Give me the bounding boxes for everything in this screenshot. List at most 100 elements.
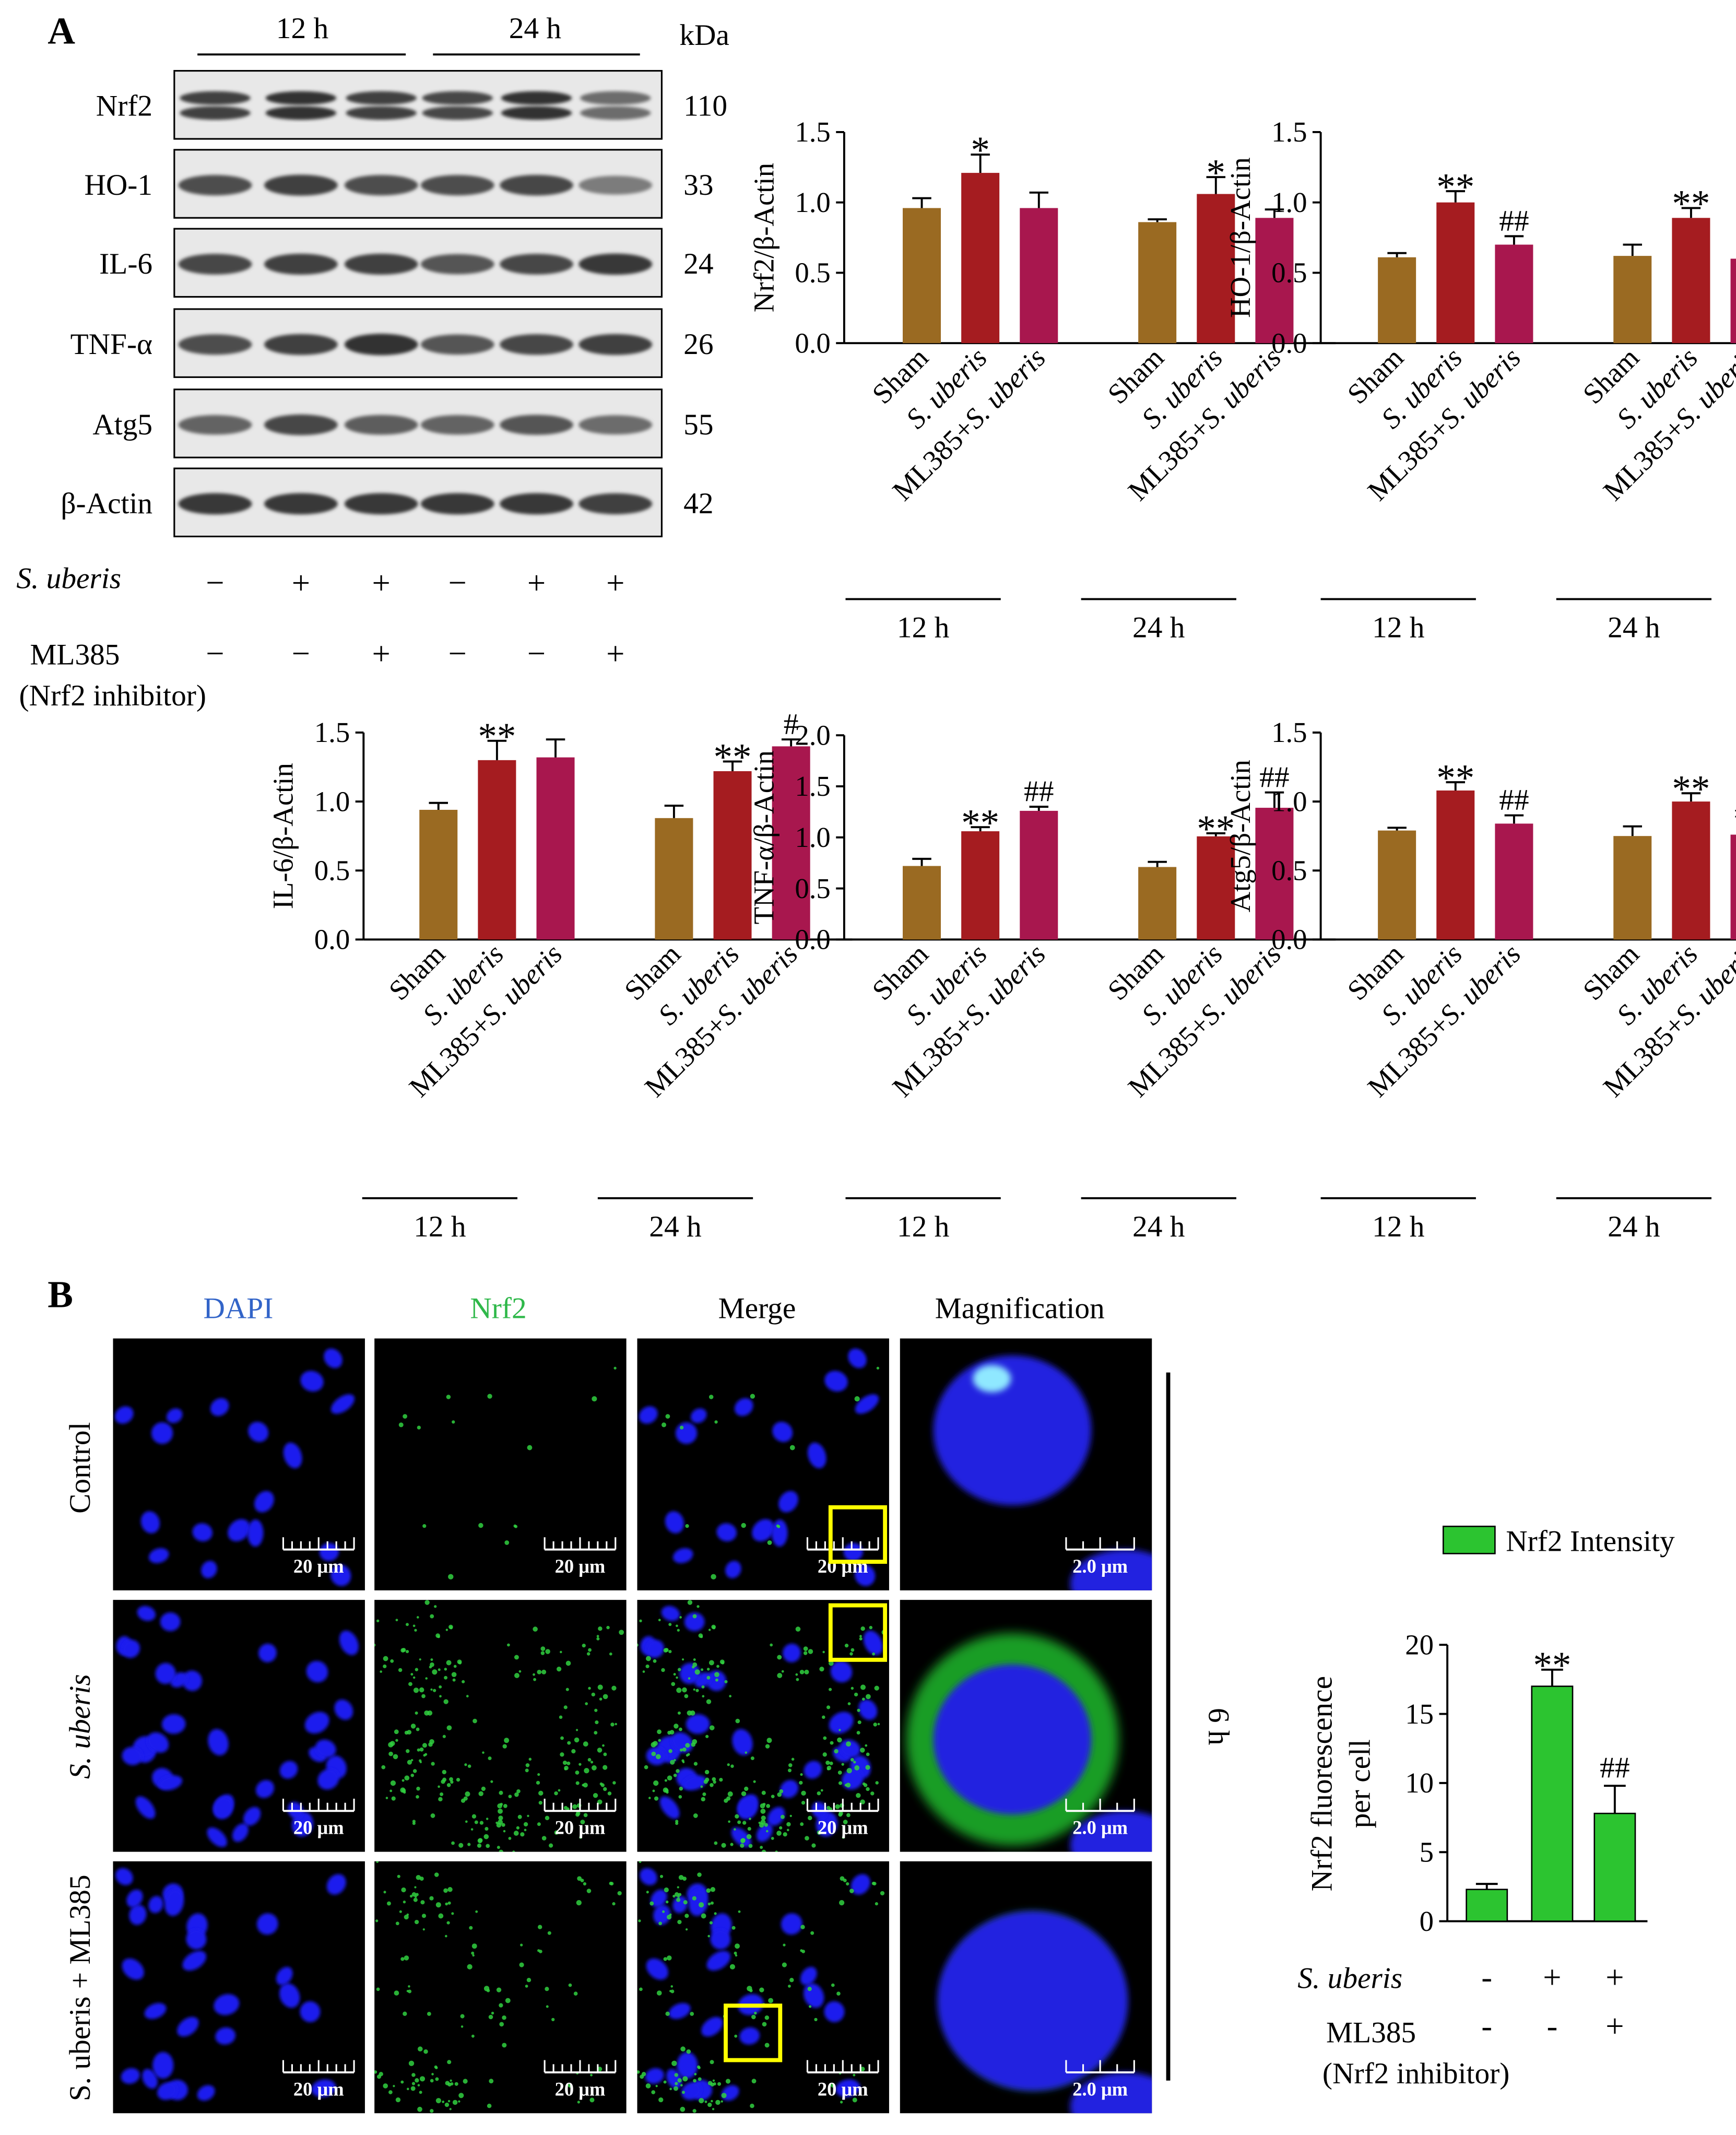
nrf2-speck (745, 1751, 748, 1754)
significance-mark: # (784, 708, 799, 741)
y-tick-label: 15 (1405, 1698, 1434, 1730)
nrf2-speck (586, 1889, 592, 1893)
nrf2-speck (655, 1754, 661, 1760)
nucleus (800, 1966, 817, 1986)
nrf2-speck (446, 1725, 452, 1730)
nrf2-speck (445, 1629, 448, 1631)
nrf2-speck (449, 2108, 452, 2110)
nucleus (780, 1780, 799, 1798)
blot-band-label: IL-6 (99, 247, 152, 280)
nrf2-speck (452, 1678, 456, 1682)
nrf2-speck (791, 1757, 795, 1761)
nrf2-speck (730, 1764, 734, 1768)
nrf2-speck (408, 1989, 412, 1994)
blot-row2-label-a: ML385 (30, 639, 120, 671)
bar (1495, 244, 1533, 344)
nucleus (725, 1561, 741, 1578)
nrf2-speck (400, 1787, 406, 1793)
nrf2-speck (801, 1950, 806, 1953)
nrf2-speck (642, 1670, 645, 1673)
nrf2-speck (442, 2101, 445, 2103)
nrf2-speck (393, 1754, 398, 1760)
blot-band (178, 254, 252, 275)
micro-row-control: Control (64, 1422, 97, 1514)
scale-bar-label: 20 μm (293, 1555, 344, 1577)
nrf2-speck (744, 1786, 749, 1791)
blot-band (178, 334, 252, 355)
nrf2-speck (415, 1668, 419, 1671)
nrf2-speck (664, 1648, 669, 1653)
nrf2-speck (578, 1763, 582, 1766)
nrf2-speck (571, 1749, 576, 1754)
nrf2-speck (470, 1828, 474, 1831)
microscopy-grid: DAPI Nrf2 Merge Magnification Control S.… (64, 1292, 1235, 2118)
y-tick-label: 0.5 (795, 872, 830, 904)
nrf2-speck (753, 1780, 756, 1783)
blot-band-label: Nrf2 (96, 90, 152, 123)
nrf2-speck (383, 1656, 388, 1661)
nrf2-speck (540, 1646, 546, 1652)
nrf2-speck (546, 2005, 549, 2008)
nrf2-speck (708, 1629, 711, 1631)
y-tick-label: 0.5 (1271, 854, 1307, 886)
nrf2-speck (741, 1791, 747, 1797)
blot-kda-value: 110 (683, 90, 727, 123)
nrf2-speck (673, 2086, 678, 2091)
y-tick-label: 1.0 (1271, 785, 1307, 817)
nrf2-speck (419, 2091, 422, 2094)
blot-sign: − (527, 635, 546, 672)
y-tick-label: 1.5 (795, 116, 830, 148)
nucleus (1070, 1811, 1152, 1852)
nrf2-speck (423, 1754, 426, 1757)
nrf2-speck (706, 1668, 710, 1671)
scale-bar-label: 20 μm (555, 1555, 606, 1577)
nrf2-speck (805, 1836, 809, 1841)
nrf2-speck (400, 1957, 405, 1961)
nucleus (182, 1670, 202, 1691)
nrf2-speck (676, 1624, 678, 1627)
zoom-region-box (828, 1505, 888, 1564)
nrf2-speck (460, 1798, 466, 1803)
nrf2-speck (487, 2103, 492, 2108)
nrf2-speck (398, 1422, 404, 1428)
nrf2-speck (591, 1566, 594, 1568)
nrf2-speck (685, 1743, 690, 1748)
nucleus (232, 1823, 249, 1842)
blot-band (346, 91, 417, 105)
condition-row1-label: S. uberis (1297, 1962, 1402, 1995)
nucleus (639, 1406, 658, 1424)
nrf2-speck (565, 1660, 571, 1666)
nrf2-speck (371, 1752, 374, 1754)
nrf2-speck (393, 2085, 395, 2087)
significance-mark: ## (1734, 798, 1736, 831)
nrf2-speck (780, 1814, 785, 1819)
y-tick-label: 0.5 (314, 854, 350, 886)
nrf2-speck (721, 1843, 726, 1848)
nrf2-speck (451, 1912, 454, 1915)
nrf2-speck (670, 1985, 673, 1988)
time-group-label: 24 h (649, 1210, 701, 1243)
bar (1378, 830, 1416, 940)
nrf2-speck (419, 1761, 422, 1763)
nrf2-speck (587, 1758, 592, 1762)
nrf2-speck (560, 1650, 562, 1654)
micro-col-merge: Merge (718, 1292, 796, 1325)
nrf2-speck (606, 1625, 610, 1630)
nrf2-speck (804, 1669, 809, 1674)
nucleus (142, 2069, 158, 2089)
nrf2-speck (679, 1727, 682, 1731)
nrf2-speck (723, 2115, 725, 2118)
nrf2-speck (653, 1741, 658, 1746)
nrf2-speck (866, 1787, 870, 1791)
nrf2-speck (499, 2003, 503, 2008)
nrf2-speck (583, 1741, 588, 1747)
nrf2-speck (537, 1773, 540, 1776)
nrf2-speck (704, 2101, 707, 2103)
nrf2-speck (520, 1943, 523, 1947)
nrf2-speck (507, 1643, 510, 1647)
nrf2-speck (385, 1797, 388, 1799)
nrf2-speck (664, 1887, 669, 1893)
nucleus-highlight (973, 1365, 1011, 1393)
nrf2-speck (482, 1751, 485, 1754)
nrf2-speck (799, 1780, 803, 1785)
